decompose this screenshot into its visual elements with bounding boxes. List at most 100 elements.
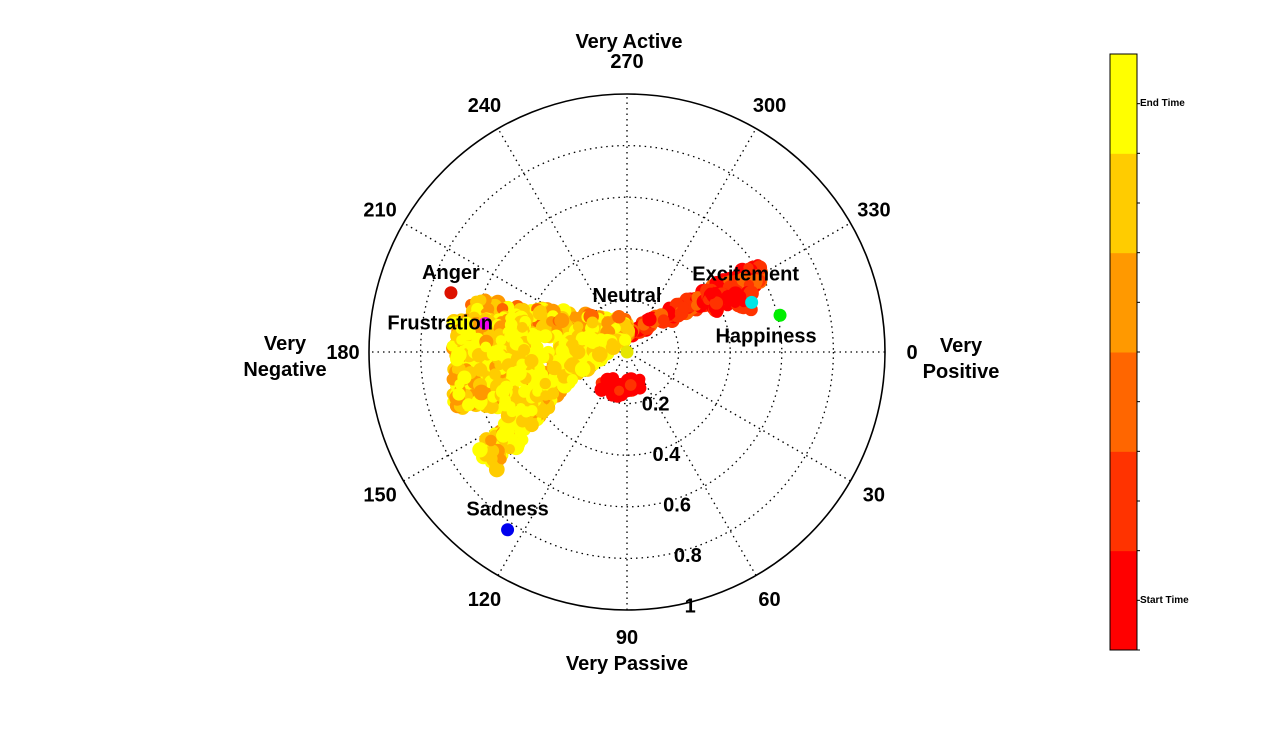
theta-tick-300: 300 (753, 95, 786, 117)
colorbar-segment-1 (1110, 451, 1137, 552)
direction-label-right-2: Positive (923, 361, 1000, 383)
theta-tick-240: 240 (468, 95, 501, 117)
inner-fill-point (516, 414, 529, 428)
inner-fill-point (538, 329, 553, 343)
colorbar-label-end: End Time (1140, 98, 1185, 109)
right-branch-point (677, 301, 689, 313)
happiness-edge-point (704, 287, 717, 300)
theta-tick-180: 180 (326, 342, 359, 364)
theta-tick-210: 210 (363, 199, 396, 221)
lower-right-blob-point (614, 385, 625, 396)
right-branch-point (657, 314, 670, 327)
grid-ring-4 (419, 144, 835, 560)
upper-band-point (612, 309, 626, 324)
upper-band-point (572, 321, 584, 332)
inner-fill-point (489, 368, 501, 381)
left-cluster-point (462, 398, 475, 412)
theta-tick-0: 0 (906, 342, 917, 364)
inner-fill-point (486, 345, 503, 362)
inner-fill-point (546, 387, 560, 400)
direction-label-left-2: Negative (243, 359, 326, 381)
theta-tick-30: 30 (863, 485, 885, 507)
lower-right-blob-point (624, 379, 637, 391)
grid-ring-3 (471, 196, 783, 508)
inner-fill-point (518, 343, 531, 357)
theta-tick-90: 90 (616, 627, 638, 649)
inner-fill-point (495, 335, 507, 346)
inner-fill-point (539, 377, 551, 390)
inner-fill-point (495, 384, 510, 399)
inner-fill-point (520, 406, 532, 418)
axis-labels: Very Active Very Passive Very Negative V… (243, 31, 999, 675)
emotion-label-anger: Anger (422, 262, 480, 284)
inner-fill-point (574, 361, 591, 377)
left-cluster-point (516, 322, 528, 333)
upper-band-point (554, 313, 570, 329)
upper-band-point (586, 316, 599, 329)
theta-tick-120: 120 (468, 589, 501, 611)
inner-fill-point (566, 374, 579, 386)
inner-fill-point (504, 401, 516, 413)
inner-fill-point (506, 366, 520, 381)
grid-spoke-120 (497, 128, 757, 576)
inner-fill-point (524, 354, 539, 368)
left-cluster-point (452, 387, 466, 401)
colorbar-label-start: Start Time (1140, 595, 1189, 606)
inner-fill-point (532, 386, 543, 397)
emotion-markers: Neutral Excitement Happiness Anger Frustrati… (387, 262, 817, 537)
inner-fill-point (547, 360, 562, 376)
lower-branch-point (496, 454, 507, 465)
left-cluster-point (457, 370, 472, 385)
left-cluster-point (450, 346, 467, 363)
inner-fill-point (555, 344, 569, 358)
inner-fill-point (605, 340, 621, 356)
direction-label-right-1: Very (940, 335, 983, 357)
emotion-label-frustration: Frustration (387, 312, 493, 334)
emotion-marker-frustration (478, 316, 492, 330)
happiness-edge-point (734, 290, 747, 302)
lower-branch-point (485, 452, 498, 465)
right-branch-point (743, 262, 754, 273)
r-tick-0_4: 0.4 (652, 444, 681, 466)
lower-branch-point (472, 442, 488, 458)
left-cluster-point (473, 384, 490, 401)
inner-fill-point (498, 423, 515, 440)
left-cluster-point (473, 362, 488, 377)
left-cluster-point (471, 347, 487, 363)
colorbar: End Time Start Time (1109, 53, 1189, 651)
theta-tick-270: 270 (610, 51, 643, 73)
colorbar-segment-2 (1110, 352, 1137, 452)
emotion-label-excitement: Excitement (692, 263, 799, 285)
direction-label-top: Very Active (575, 31, 682, 53)
lower-right-blob-point (607, 375, 621, 389)
right-branch-point (642, 312, 657, 327)
left-cluster-point (446, 340, 458, 352)
emotion-marker-neutral (620, 345, 634, 359)
upper-band-point (623, 323, 635, 335)
r-tick-1: 1 (685, 595, 696, 617)
grid-spoke-150 (403, 222, 851, 482)
inner-fill-point (591, 346, 608, 363)
colorbar-segment-0 (1110, 550, 1137, 651)
outer-ring (368, 93, 886, 611)
emotion-label-neutral: Neutral (593, 285, 662, 307)
inner-fill-point (585, 333, 602, 349)
r-tick-0_6: 0.6 (663, 494, 691, 516)
emotion-marker-sadness (501, 523, 515, 537)
left-cluster-point (460, 325, 476, 341)
grid-ring-1 (574, 299, 680, 405)
trajectory-scatter (446, 259, 768, 478)
emotion-marker-anger (444, 286, 458, 300)
upper-band-point (534, 304, 547, 318)
emotion-label-sadness: Sadness (466, 499, 548, 521)
r-tick-0_2: 0.2 (642, 393, 670, 415)
theta-tick-330: 330 (857, 199, 890, 221)
colorbar-segment-3 (1110, 252, 1137, 353)
inner-fill-point (619, 334, 631, 346)
colorbar-segment-4 (1110, 153, 1137, 254)
emotion-marker-excitement (745, 295, 759, 309)
emotion-marker-happiness (773, 308, 787, 322)
grid-spoke-60 (497, 128, 757, 576)
theta-tick-60: 60 (758, 589, 780, 611)
